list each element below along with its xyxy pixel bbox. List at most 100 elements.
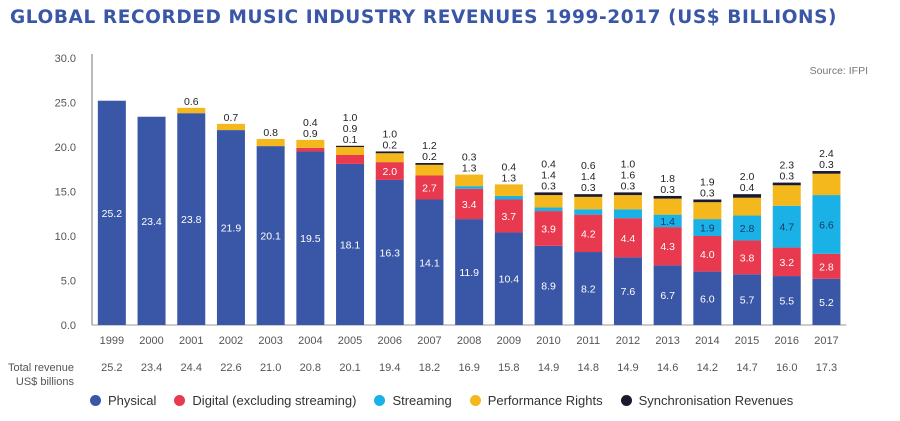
data-label-sync-2016: 0.3: [779, 171, 794, 183]
data-label-performance-2017: 2.4: [819, 148, 834, 160]
bar-digital-2006: [375, 162, 404, 180]
x-tick-label: 2008: [457, 335, 481, 347]
y-tick-label: 25.0: [55, 98, 76, 110]
bar-digital-2004: [296, 147, 325, 152]
bar-physical-2017: [812, 278, 841, 325]
x-tick-label: 2006: [378, 335, 402, 347]
bar-physical-2009: [494, 232, 523, 325]
total-value: 20.8: [300, 362, 321, 374]
data-label-digital-2017: 2.8: [819, 261, 834, 273]
data-label-digital-2009: 3.7: [502, 211, 517, 223]
data-label-sync-2011: 0.3: [581, 182, 596, 194]
bar-streaming-2016: [772, 205, 801, 248]
x-tick-label: 2014: [695, 335, 719, 347]
legend-swatch-physical: [90, 395, 101, 406]
total-value: 14.9: [538, 362, 559, 374]
bar-performance-2010: [534, 195, 563, 208]
data-label-digital-2010: 3.9: [541, 223, 556, 235]
x-tick-label: 2000: [139, 335, 163, 347]
total-value: 16.0: [776, 362, 797, 374]
legend-item-sync: Synchronisation Revenues: [620, 393, 794, 408]
x-tick-label: 2002: [219, 335, 243, 347]
bar-physical-2000: [137, 116, 166, 326]
data-label-physical-2014: 6.0: [700, 293, 715, 305]
data-label-streaming-2017: 6.6: [819, 219, 834, 231]
data-label-physical-2008: 11.9: [459, 267, 479, 279]
data-label-performance-2007: 1.2: [422, 140, 437, 152]
y-tick-label: 0.0: [61, 320, 76, 332]
legend-label-streaming: Streaming: [392, 393, 452, 408]
y-tick-label: 5.0: [61, 276, 76, 288]
bar-physical-2010: [534, 245, 563, 325]
legend-label-sync: Synchronisation Revenues: [638, 393, 794, 408]
bar-streaming-2009: [494, 195, 523, 200]
bar-performance-2014: [693, 202, 722, 220]
bar-streaming-2011: [574, 209, 603, 215]
data-label-digital-2007: 2.7: [422, 182, 437, 194]
bar-performance-2011: [574, 196, 603, 210]
data-label-performance-2010: 1.4: [541, 169, 556, 181]
bar-physical-1999: [97, 100, 126, 325]
total-value: 14.8: [578, 362, 599, 374]
total-value: 24.4: [181, 362, 202, 374]
data-label-physical-2013: 6.7: [660, 290, 675, 302]
bar-performance-2013: [653, 198, 682, 215]
bar-streaming-2014: [693, 219, 722, 236]
total-value: 18.2: [419, 362, 440, 374]
bar-digital-2015: [733, 240, 762, 275]
total-revenue-unit-label: US$ billions: [16, 376, 75, 388]
bar-sync-2017: [812, 171, 841, 174]
data-label-physical-2001: 23.8: [181, 214, 202, 226]
x-tick-label: 2017: [814, 335, 838, 347]
data-label-sync-2012: 0.3: [621, 180, 636, 192]
data-label-sync-2015: 0.4: [740, 182, 755, 194]
total-value: 22.6: [220, 362, 241, 374]
x-tick-label: 2011: [576, 335, 600, 347]
legend: Physical Digital (excluding streaming) S…: [90, 393, 811, 408]
bar-physical-2008: [455, 219, 484, 325]
bar-performance-2017: [812, 173, 841, 196]
bar-digital-2013: [653, 227, 682, 266]
bar-performance-2001: [177, 107, 206, 114]
bar-sync-2014: [693, 199, 722, 203]
data-label-physical-1999: 25.2: [102, 208, 123, 220]
bar-physical-2004: [296, 151, 325, 325]
legend-swatch-performance: [469, 395, 481, 406]
data-label-physical-2015: 5.7: [740, 295, 755, 307]
bar-digital-2011: [574, 214, 603, 253]
bar-physical-2007: [415, 199, 444, 325]
data-label-performance-2011: 1.4: [581, 171, 596, 183]
bar-physical-2011: [574, 252, 603, 325]
data-label-sync-2017: 0.3: [819, 159, 834, 171]
bar-performance-2004: [296, 139, 325, 148]
bar-digital-2007: [415, 175, 444, 200]
total-value: 14.7: [736, 362, 757, 374]
data-label-digital-2015: 3.8: [740, 252, 755, 264]
data-label-physical-2002: 21.9: [221, 223, 242, 235]
bar-digital-2014: [693, 236, 722, 272]
data-label-performance-2006: 1.0: [382, 128, 397, 140]
data-label-digital-2004: 0.4: [303, 117, 318, 129]
bar-physical-2005: [336, 163, 365, 325]
x-tick-label: 2003: [258, 335, 282, 347]
bar-streaming-2008: [455, 186, 484, 189]
data-label-performance-2014: 1.9: [700, 177, 715, 189]
total-value: 19.4: [379, 362, 400, 374]
total-value: 14.9: [617, 362, 638, 374]
data-label-physical-2007: 14.1: [419, 257, 440, 269]
x-tick-label: 2005: [338, 335, 362, 347]
legend-label-digital: Digital (excluding streaming): [192, 393, 357, 408]
bar-performance-2015: [733, 197, 762, 216]
bar-physical-2001: [177, 113, 206, 326]
bar-digital-2017: [812, 253, 841, 279]
legend-swatch-digital: [174, 395, 186, 406]
bar-streaming-2015: [733, 215, 762, 241]
y-tick-label: 15.0: [55, 187, 76, 199]
bar-performance-2005: [336, 147, 365, 156]
data-label-digital-2012: 4.4: [621, 233, 636, 245]
bar-sync-2007: [415, 163, 444, 165]
data-label-performance-2013: 1.8: [660, 173, 675, 185]
total-value: 14.6: [657, 362, 678, 374]
data-label-streaming-2014: 1.9: [700, 223, 715, 235]
